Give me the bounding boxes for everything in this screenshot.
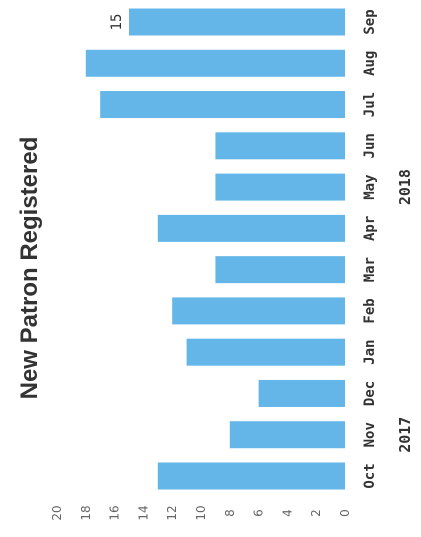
bar-apr [157,214,345,242]
bar-may [215,173,345,201]
value-tick-label: 12 [165,505,179,520]
category-label-feb: Feb [362,298,378,323]
bar-sep [129,8,345,36]
category-label-mar: Mar [362,257,378,282]
value-tick-label: 10 [194,505,208,520]
year-group-label-2017: 2017 [396,417,414,453]
value-tick-label: 16 [108,505,122,520]
value-tick-label: 0 [338,509,352,517]
bar-oct [157,462,345,490]
bar-nov [229,421,345,449]
bar-feb [172,297,345,325]
category-label-may: May [362,174,378,200]
value-tick-label: 14 [136,505,150,520]
category-label-jan: Jan [362,340,378,365]
bar-jan [186,338,345,366]
category-label-oct: Oct [362,463,378,488]
category-label-dec: Dec [362,381,378,406]
value-tick-label: 20 [50,505,64,520]
bar-mar [215,256,345,284]
category-label-sep: Sep [362,9,378,34]
value-tick-label: 2 [309,509,323,517]
bar-dec [258,379,346,407]
value-tick-label: 4 [280,509,294,517]
category-label-jun: Jun [362,133,378,158]
value-tick-label: 6 [252,509,266,517]
bar-jul [100,91,345,119]
rotated-plot-group: 0 2 4 6 8 10 12 14 16 18 20 Oct Nov Dec Jan Feb Mar Apr Ma… [50,8,414,521]
value-tick-label: 18 [79,505,93,520]
bar-aug [85,49,346,77]
data-label-sep: 15 [109,14,125,31]
year-group-label-2018: 2018 [396,169,414,205]
value-tick-label: 8 [223,509,237,517]
category-label-apr: Apr [362,216,378,241]
category-label-aug: Aug [362,51,378,76]
category-label-nov: Nov [362,422,378,447]
category-label-jul: Jul [362,92,378,117]
bar-jun [215,132,345,160]
